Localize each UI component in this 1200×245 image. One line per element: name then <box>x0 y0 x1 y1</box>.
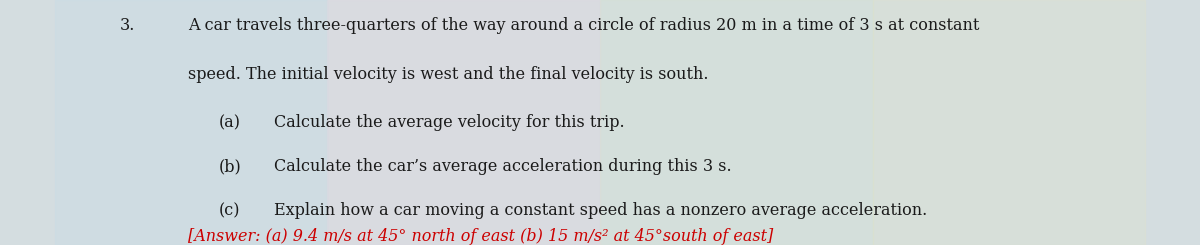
Text: A car travels three-quarters of the way around a circle of radius 20 m in a time: A car travels three-quarters of the way … <box>188 17 979 34</box>
Text: (a): (a) <box>218 114 240 131</box>
Text: Explain how a car moving a constant speed has a nonzero average acceleration.: Explain how a car moving a constant spee… <box>274 202 926 219</box>
Text: Calculate the car’s average acceleration during this 3 s.: Calculate the car’s average acceleration… <box>274 158 731 175</box>
Bar <box>600 0 872 245</box>
Text: (b): (b) <box>218 158 241 175</box>
Text: 3.: 3. <box>120 17 136 34</box>
Bar <box>328 0 600 245</box>
Text: Calculate the average velocity for this trip.: Calculate the average velocity for this … <box>274 114 624 131</box>
Text: (c): (c) <box>218 202 240 219</box>
Text: speed. The initial velocity is west and the final velocity is south.: speed. The initial velocity is west and … <box>188 66 709 83</box>
Bar <box>872 0 1146 245</box>
Bar <box>54 0 328 245</box>
Text: [Answer: (a) 9.4 m/s at 45° north of east (b) 15 m/s² at 45°south of east]: [Answer: (a) 9.4 m/s at 45° north of eas… <box>188 228 774 245</box>
